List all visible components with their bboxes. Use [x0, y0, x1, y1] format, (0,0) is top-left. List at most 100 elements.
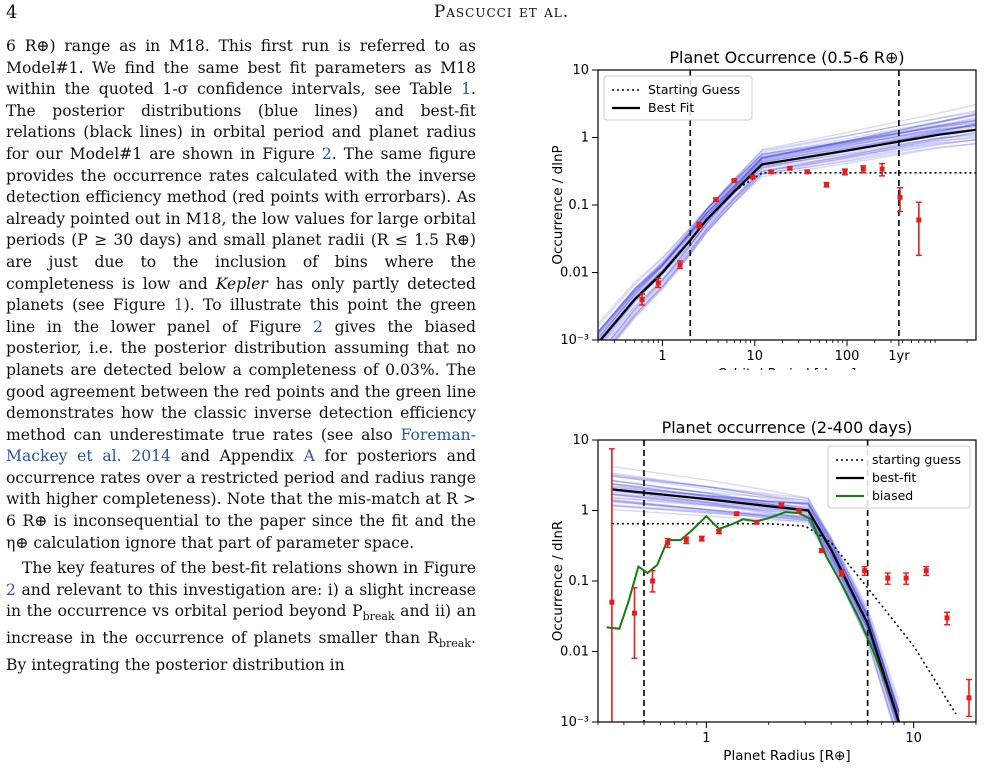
y-tick-label: 0.1 [568, 574, 589, 589]
posterior-draw-line [598, 128, 976, 333]
period-occurrence-chart: 1 10 100 1yr 10⁻³ 0.01 0.1 1 10 Planet Occurrence… [550, 48, 977, 370]
y-tick-label: 10⁻³ [560, 333, 589, 348]
y-tick-label: 10 [572, 433, 589, 448]
point-marker [734, 511, 740, 517]
citation-link[interactable]: Foreman-Mackey et al. 2014 [6, 425, 476, 466]
x-axis-label: Planet Radius [R⊕] [723, 748, 850, 764]
data-point [731, 178, 738, 184]
data-point [915, 201, 922, 256]
data-point [768, 169, 775, 175]
posterior-draw-line [613, 135, 976, 340]
data-point [715, 529, 722, 535]
data-point [649, 569, 656, 593]
table-ref-link[interactable]: 1 [461, 80, 472, 99]
point-marker [862, 568, 868, 574]
text-run: . The same figure provides the occurrenc… [6, 144, 476, 293]
data-point [698, 535, 705, 542]
data-point [841, 168, 848, 176]
posterior-draw-line [611, 508, 898, 722]
body-text-column: 6 R⊕) range as in M18. This first run is… [6, 36, 476, 676]
posterior-draw-line [610, 122, 976, 340]
appendix-ref-link[interactable]: A [303, 447, 315, 466]
y-tick-label: 10⁻³ [560, 715, 589, 730]
radius-occurrence-chart: 1 10 10⁻³ 0.01 0.1 1 10 Planet occurrence (2-40… [550, 418, 977, 764]
posterior-draw-line [611, 474, 900, 716]
point-marker [683, 537, 689, 543]
posterior-draw-line [598, 119, 976, 336]
chart-title: Planet Occurrence (0.5-6 R⊕) [669, 48, 904, 67]
legend-box [827, 445, 971, 509]
y-tick-label: 1 [581, 504, 589, 519]
point-marker [824, 182, 830, 188]
paragraph-1: 6 R⊕) range as in M18. This first run is… [6, 36, 476, 554]
kepler-italic: Kepler [215, 274, 268, 293]
posterior-draw-line [598, 124, 976, 332]
data-point [753, 519, 760, 525]
posterior-draw-line [598, 120, 976, 333]
figure-ref-link[interactable]: 2 [321, 144, 332, 163]
point-marker [787, 165, 793, 171]
posterior-draw-line [606, 126, 976, 340]
y-tick-label: 0.1 [568, 198, 589, 213]
y-tick-label: 10 [572, 63, 589, 78]
subscript: break [362, 610, 395, 624]
point-marker [716, 529, 722, 535]
posterior-draw-line [603, 112, 976, 340]
posterior-draw-line [598, 124, 976, 335]
x-axis-label: Orbital Period [days] [718, 366, 857, 370]
point-marker [713, 197, 719, 203]
x-tick-label: 1yr [888, 349, 910, 364]
posterior-draw-line [598, 124, 976, 328]
posterior-draw-line [611, 497, 900, 712]
point-marker [639, 296, 645, 302]
point-marker [655, 280, 661, 286]
posterior-draw-line [611, 132, 976, 340]
data-point [655, 277, 662, 289]
point-marker [839, 570, 845, 576]
x-tick-label: 100 [835, 349, 860, 364]
data-point [818, 548, 825, 554]
data-point [639, 293, 646, 306]
posterior-draw-line [604, 143, 976, 340]
posterior-draw-line [611, 500, 894, 722]
legend-label: starting guess [872, 452, 961, 467]
data-point [804, 169, 811, 175]
posterior-draw-line [598, 123, 976, 334]
text-run: and relevant to this investigation are: … [6, 580, 476, 621]
figure-ref-link[interactable]: 1 [173, 296, 184, 315]
legend-label: best-fit [872, 470, 916, 485]
figure-ref-link[interactable]: 2 [6, 580, 16, 599]
text-run: The key features of the best-fit relatio… [22, 559, 476, 578]
text-run: ). To illustrate this point the green li… [6, 296, 476, 336]
posterior-draw-line [598, 122, 976, 337]
point-marker [699, 536, 705, 542]
point-marker [819, 548, 825, 554]
text-run: gives the biased posterior, i.e. the pos… [6, 317, 476, 444]
data-point [823, 181, 830, 188]
posterior-draw-line [616, 129, 976, 340]
point-marker [650, 578, 656, 584]
text-run: and ii) an increase in the occurrence of… [6, 602, 476, 648]
data-point [786, 165, 793, 171]
data-point [677, 260, 684, 270]
data-point [860, 165, 867, 174]
x-tick-label: 10 [905, 731, 922, 746]
point-marker [609, 599, 615, 605]
subscript: break [438, 637, 472, 651]
data-point [838, 569, 845, 577]
legend: starting guess best-fit biased [827, 445, 971, 509]
posterior-draw-line [614, 138, 976, 340]
data-point [965, 678, 972, 718]
point-marker [860, 166, 866, 172]
figure-ref-link[interactable]: 2 [313, 317, 323, 336]
point-marker [879, 166, 885, 172]
data-point [664, 537, 671, 549]
point-marker [966, 695, 972, 701]
posterior-draw-line [598, 119, 976, 335]
point-marker [944, 615, 950, 621]
page-number: 4 [6, 2, 18, 23]
text-run: . The posterior distributions (blue line… [6, 80, 476, 163]
y-axis-label: Occurrence / dlnP [550, 145, 566, 264]
data-point [923, 565, 930, 577]
posterior-draw-line [598, 128, 976, 340]
